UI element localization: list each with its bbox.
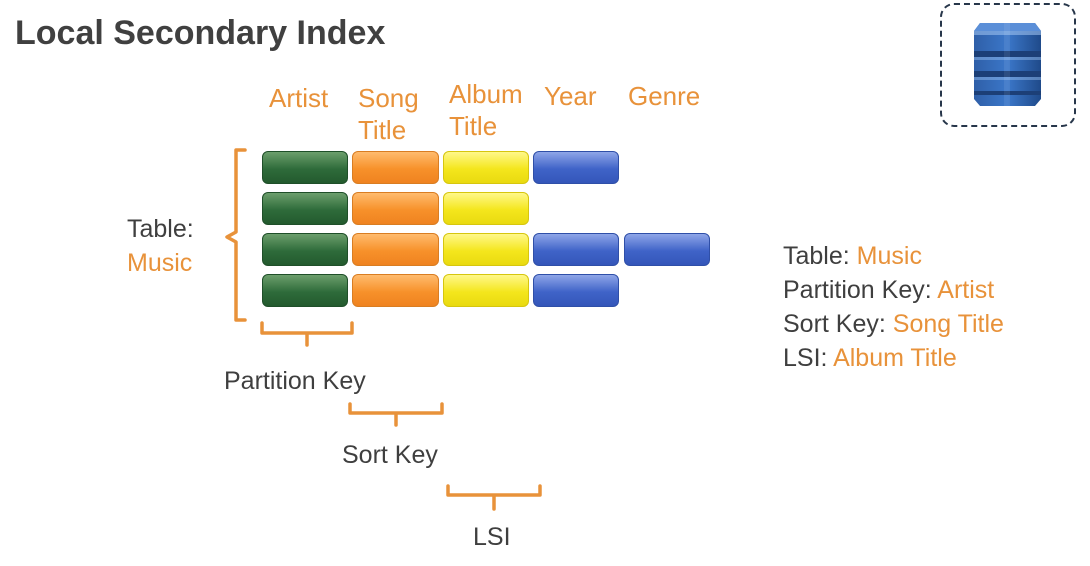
- sort-key-bracket: [348, 402, 444, 427]
- legend-value: Album Title: [833, 344, 957, 372]
- legend-key: Sort Key:: [783, 310, 886, 338]
- column-header-line: Artist: [269, 83, 329, 113]
- cell-artist: [262, 274, 348, 307]
- cell-song-title: [352, 274, 439, 307]
- table-brace: [225, 148, 247, 322]
- column-header-line: Genre: [628, 81, 701, 111]
- column-header-line: Title: [358, 115, 407, 145]
- cell-album-title: [443, 274, 529, 307]
- cell-album-title: [443, 151, 529, 184]
- legend-key: Table:: [783, 242, 850, 270]
- cell-song-title: [352, 151, 439, 184]
- cell-year: [533, 274, 619, 307]
- cell-genre: [624, 233, 710, 266]
- dynamodb-database-icon: [974, 23, 1041, 106]
- legend-key: Partition Key:: [783, 276, 932, 304]
- column-header-line: Title: [449, 111, 498, 141]
- legend-key: LSI:: [783, 344, 828, 372]
- column-header-line: Album: [449, 79, 523, 109]
- dynamodb-icon-frame: [940, 3, 1076, 127]
- legend-value: Artist: [937, 276, 995, 304]
- legend-value: Song Title: [892, 310, 1004, 338]
- table-label-name: Music: [127, 249, 193, 277]
- table-label-prefix: Table:: [127, 215, 194, 243]
- sort-key-label: Sort Key: [342, 441, 438, 469]
- cell-year: [533, 151, 619, 184]
- lsi-bracket: [446, 484, 542, 511]
- cell-year: [533, 233, 619, 266]
- cell-artist: [262, 233, 348, 266]
- partition-key-label: Partition Key: [224, 367, 366, 395]
- cell-song-title: [352, 192, 439, 225]
- cell-artist: [262, 192, 348, 225]
- legend-partition-key: Partition Key: Artist: [783, 273, 1004, 307]
- legend-table: Table: Music: [783, 239, 1004, 273]
- cell-album-title: [443, 233, 529, 266]
- partition-key-bracket: [260, 321, 354, 347]
- column-header-line: Year: [544, 81, 597, 111]
- page-title: Local Secondary Index: [15, 14, 386, 52]
- column-header-year: Year: [544, 80, 597, 112]
- cell-artist: [262, 151, 348, 184]
- cell-album-title: [443, 192, 529, 225]
- column-header-genre: Genre: [628, 80, 700, 112]
- table-label: Table: Music: [127, 212, 194, 280]
- legend-sort-key: Sort Key: Song Title: [783, 307, 1004, 341]
- legend-lsi: LSI: Album Title: [783, 341, 1004, 375]
- column-header-artist: Artist: [269, 82, 328, 114]
- column-header-album-title: Album Title: [449, 78, 523, 142]
- column-header-song-title: Song Title: [358, 82, 419, 146]
- legend: Table: Music Partition Key: Artist Sort …: [783, 239, 1004, 375]
- cell-song-title: [352, 233, 439, 266]
- column-header-line: Song: [358, 83, 419, 113]
- lsi-label: LSI: [473, 523, 511, 551]
- legend-value: Music: [856, 242, 922, 270]
